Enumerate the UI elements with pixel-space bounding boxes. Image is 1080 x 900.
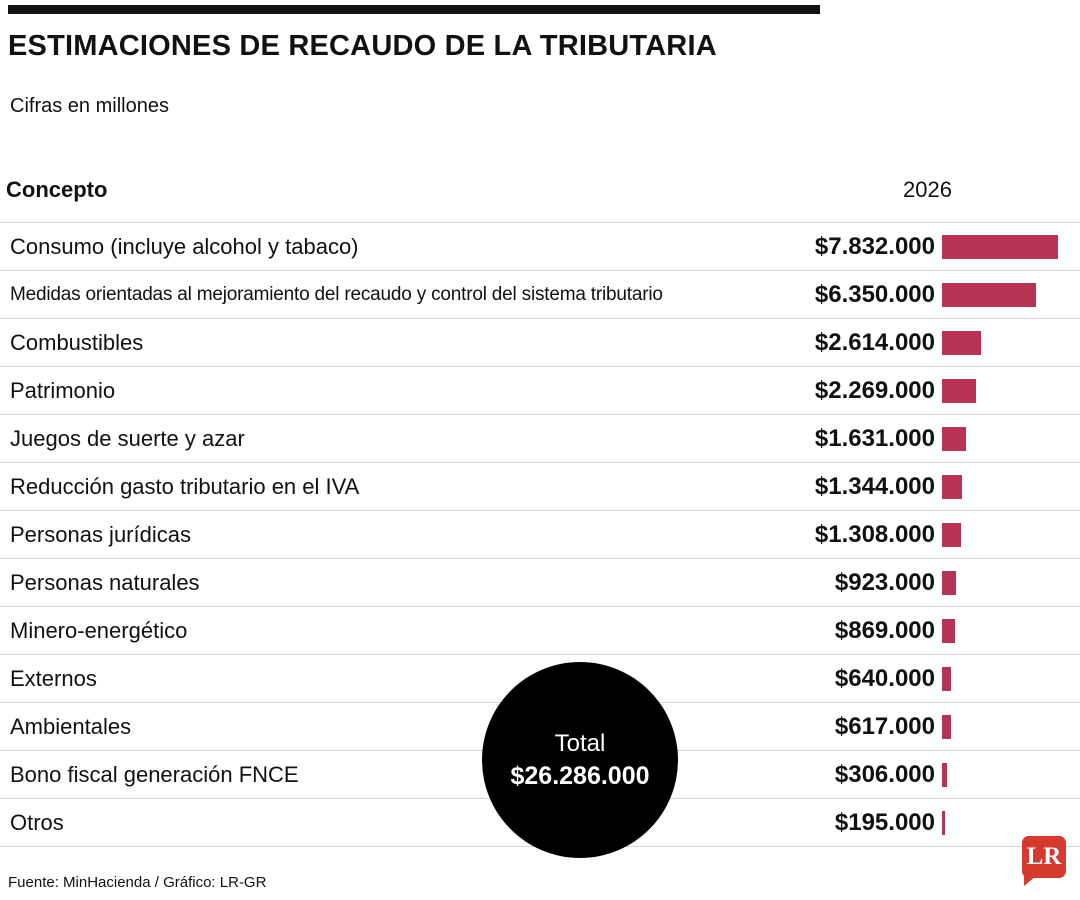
bar-track xyxy=(935,378,1080,403)
bar-chart-rows: Consumo (incluye alcohol y tabaco) $7.832… xyxy=(0,222,1080,847)
column-header-concept: Concepto xyxy=(6,177,108,202)
total-value: $26.286.000 xyxy=(510,761,650,790)
value-label: $923.000 xyxy=(834,568,935,596)
bar-track xyxy=(935,522,1080,547)
bar-track xyxy=(935,762,1080,787)
concept-label: Personas naturales xyxy=(10,569,200,595)
value-label: $640.000 xyxy=(834,664,935,692)
concept-label: Reducción gasto tributario en el IVA xyxy=(10,473,360,499)
value-label: $1.308.000 xyxy=(814,520,935,548)
value-label: $1.344.000 xyxy=(814,472,935,500)
value-label: $306.000 xyxy=(834,760,935,788)
concept-label: Personas jurídicas xyxy=(10,521,191,547)
value-bar xyxy=(942,666,952,691)
bar-track xyxy=(935,282,1080,307)
value-bar xyxy=(942,618,955,643)
value-label: $2.614.000 xyxy=(814,328,935,356)
subtitle-units: Cifras en millones xyxy=(10,95,169,117)
value-bar xyxy=(942,714,952,739)
table-row: Consumo (incluye alcohol y tabaco) $7.832… xyxy=(0,223,1080,271)
table-row: Reducción gasto tributario en el IVA $1.3… xyxy=(0,463,1080,511)
bar-track xyxy=(935,330,1080,355)
bar-track xyxy=(935,234,1080,259)
bar-track xyxy=(935,426,1080,451)
table-row: Minero-energético $869.000 xyxy=(0,607,1080,655)
value-bar xyxy=(942,282,1037,307)
table-row: Personas naturales $923.000 xyxy=(0,559,1080,607)
value-label: $6.350.000 xyxy=(814,280,935,308)
concept-label: Patrimonio xyxy=(10,377,116,403)
concept-label: Combustibles xyxy=(10,329,144,355)
value-bar xyxy=(942,378,976,403)
value-bar xyxy=(942,762,947,787)
bar-track xyxy=(935,666,1080,691)
value-bar xyxy=(942,474,962,499)
source-credit: Fuente: MinHacienda / Gráfico: LR-GR xyxy=(8,874,267,891)
value-bar xyxy=(942,234,1058,259)
value-label: $1.631.000 xyxy=(814,424,935,452)
bar-track xyxy=(935,714,1080,739)
column-header-year: 2026 xyxy=(903,177,952,202)
concept-label: Externos xyxy=(10,665,97,691)
total-label: Total xyxy=(554,729,606,757)
value-label: $7.832.000 xyxy=(814,232,935,260)
lr-logo-text: LR xyxy=(1026,843,1062,870)
table-row: Juegos de suerte y azar $1.631.000 xyxy=(0,415,1080,463)
value-label: $617.000 xyxy=(834,712,935,740)
concept-label: Consumo (incluye alcohol y tabaco) xyxy=(10,233,359,259)
concept-label: Ambientales xyxy=(10,713,132,739)
value-label: $2.269.000 xyxy=(814,376,935,404)
value-bar xyxy=(942,426,967,451)
top-rule xyxy=(8,5,820,14)
concept-label: Otros xyxy=(10,809,64,835)
value-label: $869.000 xyxy=(834,616,935,644)
value-label: $195.000 xyxy=(834,808,935,836)
total-badge: Total $26.286.000 xyxy=(482,662,678,858)
table-row: Medidas orientadas al mejoramiento del r… xyxy=(0,271,1080,319)
value-bar xyxy=(942,330,981,355)
bar-track xyxy=(935,618,1080,643)
table-row: Combustibles $2.614.000 xyxy=(0,319,1080,367)
lr-logo: LR xyxy=(1022,836,1066,886)
table-row: Patrimonio $2.269.000 xyxy=(0,367,1080,415)
concept-label: Minero-energético xyxy=(10,617,188,643)
concept-label: Medidas orientadas al mejoramiento del r… xyxy=(10,283,663,305)
bar-track xyxy=(935,474,1080,499)
value-bar xyxy=(942,522,962,547)
concept-label: Bono fiscal generación FNCE xyxy=(10,761,299,787)
bar-track xyxy=(935,570,1080,595)
concept-label: Juegos de suerte y azar xyxy=(10,425,245,451)
page-title: ESTIMACIONES DE RECAUDO DE LA TRIBUTARIA xyxy=(8,30,717,62)
bar-track xyxy=(935,810,1080,835)
value-bar xyxy=(942,810,945,835)
value-bar xyxy=(942,570,956,595)
table-row: Personas jurídicas $1.308.000 xyxy=(0,511,1080,559)
